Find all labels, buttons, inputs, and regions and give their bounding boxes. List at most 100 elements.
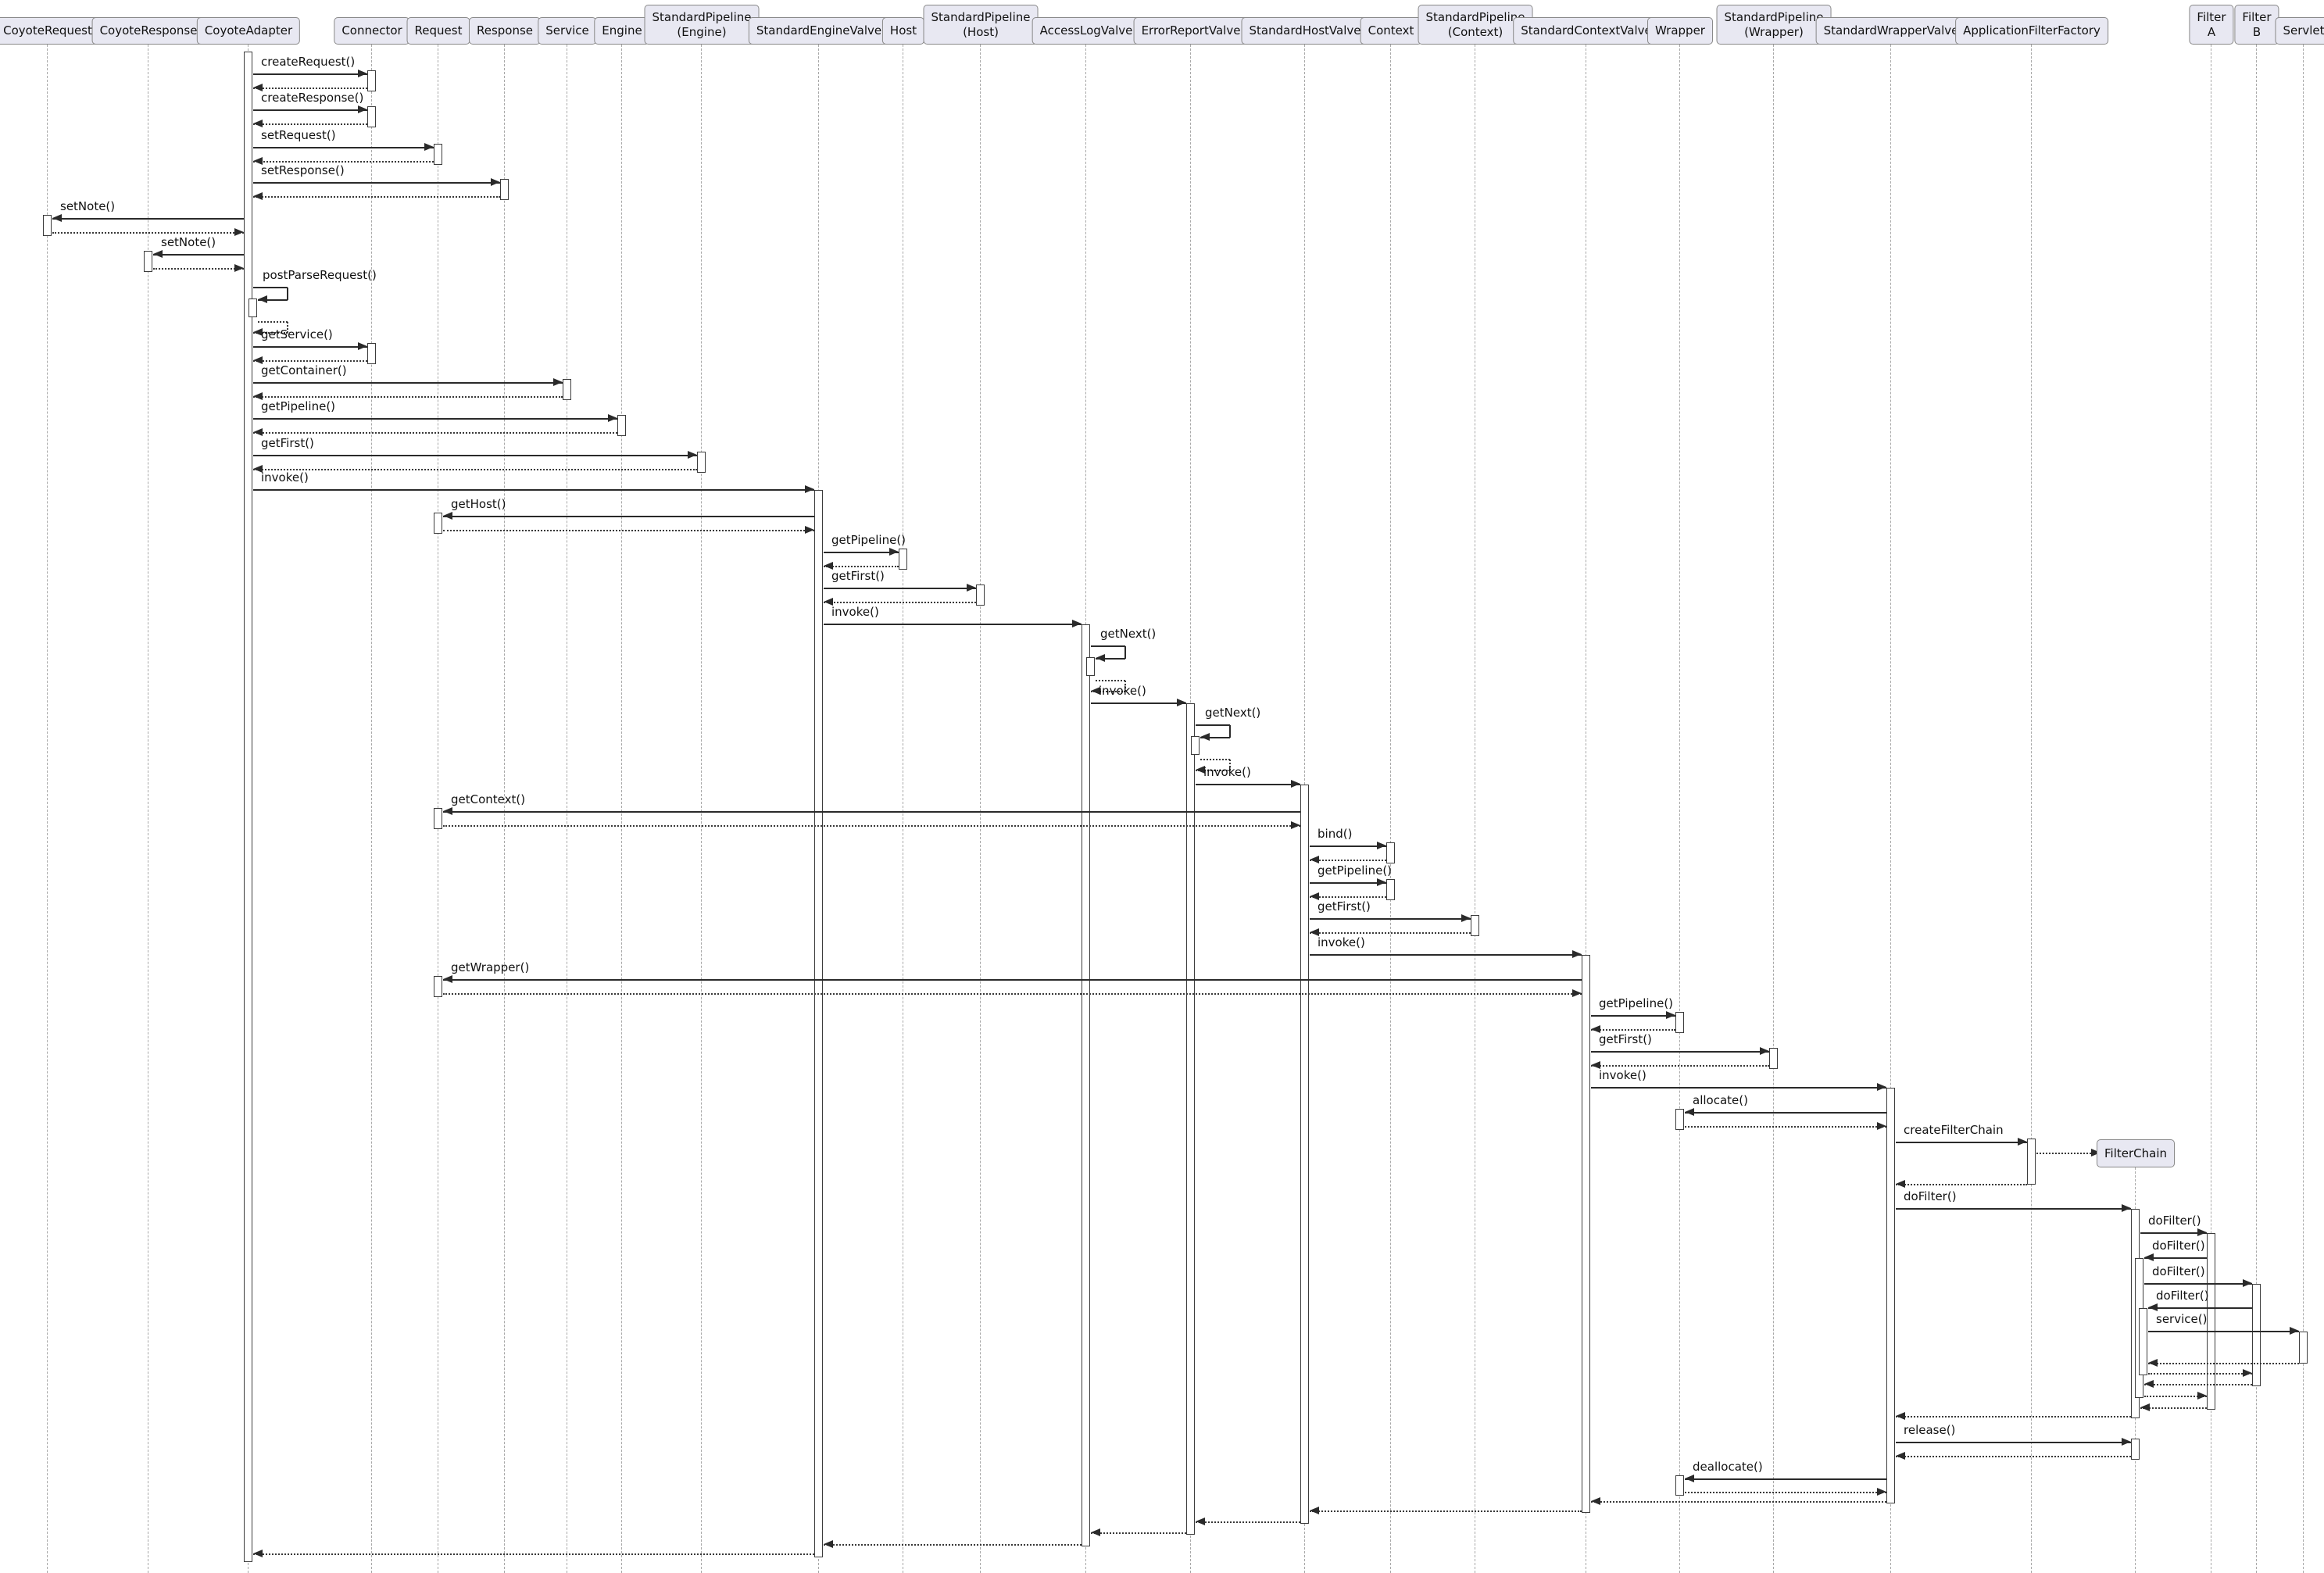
message-label: invoke() — [831, 605, 879, 619]
message-line — [253, 73, 367, 75]
arrowhead — [2144, 1380, 2154, 1388]
activation-bar — [434, 144, 442, 165]
activation-bar — [144, 251, 152, 272]
message-line — [1591, 1501, 1886, 1503]
message-label: setNote() — [161, 235, 216, 249]
participant-label: ErrorReportValve — [1141, 23, 1241, 38]
message-line — [2144, 1257, 2207, 1259]
message-label: invoke() — [1099, 684, 1146, 698]
activation-bar — [1582, 955, 1590, 1513]
message-line — [1310, 932, 1471, 934]
lifeline-filter-b — [2256, 45, 2257, 1573]
message-line — [1196, 1521, 1300, 1523]
message-label: getService() — [261, 327, 333, 341]
message-line — [253, 287, 288, 288]
participant-wrapper: Wrapper — [1647, 17, 1713, 45]
arrowhead — [1666, 1011, 1675, 1019]
activation-bar — [1675, 1109, 1684, 1130]
participant-standard-host-valve: StandardHostValve — [1241, 17, 1369, 45]
activation-bar — [899, 549, 907, 570]
arrowhead — [443, 975, 452, 983]
message-line — [1200, 759, 1230, 760]
participant-label: StandardHostValve — [1249, 23, 1361, 38]
message-line — [1310, 896, 1386, 898]
arrowhead — [1200, 733, 1210, 741]
lifeline-standard-wrapper-valve — [1890, 45, 1891, 1573]
message-label: getPipeline() — [261, 399, 336, 413]
message-line — [1591, 1029, 1675, 1031]
message-line — [2144, 1283, 2252, 1285]
message-label: getContainer() — [261, 363, 347, 377]
lifeline-context — [1390, 45, 1391, 1573]
arrowhead — [358, 105, 367, 113]
participant-label: StandardEngineValve — [756, 23, 882, 38]
lifeline-std-pipeline-host — [980, 45, 981, 1573]
message-line — [1685, 1492, 1886, 1493]
participant-label: Servlet — [2283, 23, 2324, 38]
activation-bar — [976, 585, 985, 606]
activation-bar — [1386, 879, 1395, 900]
message-label: getFirst() — [261, 436, 314, 450]
lifeline-std-pipeline-wrapper — [1773, 45, 1774, 1573]
arrowhead — [1591, 1497, 1600, 1505]
message-line — [2144, 1384, 2252, 1385]
message-line — [287, 288, 288, 300]
message-line — [253, 147, 434, 148]
arrowhead — [443, 512, 452, 520]
message-line — [2140, 1232, 2207, 1234]
activation-bar — [617, 415, 626, 436]
message-line — [1591, 1051, 1769, 1053]
activation-bar — [814, 490, 823, 1557]
arrowhead — [1896, 1452, 1905, 1460]
activation-bar — [434, 513, 442, 534]
message-line — [1196, 770, 1230, 771]
activation-bar — [500, 179, 509, 200]
participant-label: StandardPipeline (Wrapper) — [1724, 9, 1824, 39]
participant-label: Response — [476, 23, 534, 38]
message-line — [2144, 1396, 2207, 1397]
arrowhead — [1096, 654, 1105, 662]
activation-bar — [1471, 915, 1479, 936]
arrowhead — [253, 157, 263, 165]
message-line — [253, 109, 367, 111]
message-line — [153, 254, 244, 256]
arrowhead — [253, 1550, 263, 1557]
arrowhead — [358, 342, 367, 350]
message-line — [824, 602, 976, 603]
message-line — [1896, 1184, 2027, 1185]
message-line — [1310, 918, 1471, 920]
message-label: getPipeline() — [831, 533, 906, 547]
lifeline-response — [504, 45, 505, 1573]
activation-bar — [434, 976, 442, 997]
participant-label: Request — [414, 23, 463, 38]
participant-std-pipeline-engine: StandardPipeline (Engine) — [644, 5, 760, 45]
arrowhead — [2122, 1438, 2131, 1446]
message-line — [1310, 845, 1386, 847]
message-line — [2148, 1331, 2299, 1332]
participant-label: Wrapper — [1655, 23, 1705, 38]
arrowhead — [2122, 1204, 2131, 1212]
message-line — [253, 418, 617, 420]
arrowhead — [2140, 1403, 2150, 1411]
message-line — [1310, 882, 1386, 884]
message-line — [253, 489, 814, 491]
arrowhead — [2243, 1369, 2252, 1377]
message-line — [1685, 1112, 1886, 1114]
arrowhead — [258, 295, 267, 303]
participant-label: CoyoteResponse — [99, 23, 198, 38]
message-label: doFilter() — [2152, 1264, 2205, 1278]
arrowhead — [1685, 1475, 1694, 1482]
message-line — [1685, 1126, 1886, 1128]
participant-label: CoyoteRequest — [3, 23, 92, 38]
participant-engine: Engine — [594, 17, 650, 45]
message-label: createRequest() — [261, 55, 356, 69]
participant-service: Service — [538, 17, 597, 45]
arrowhead — [2197, 1228, 2207, 1236]
message-line — [153, 268, 244, 270]
participant-filter-a: Filter A — [2189, 5, 2234, 45]
message-line — [824, 1544, 1082, 1546]
arrowhead — [805, 485, 814, 493]
participant-connector: Connector — [334, 17, 410, 45]
arrowhead — [253, 192, 263, 200]
lifeline-wrapper — [1679, 45, 1680, 1573]
